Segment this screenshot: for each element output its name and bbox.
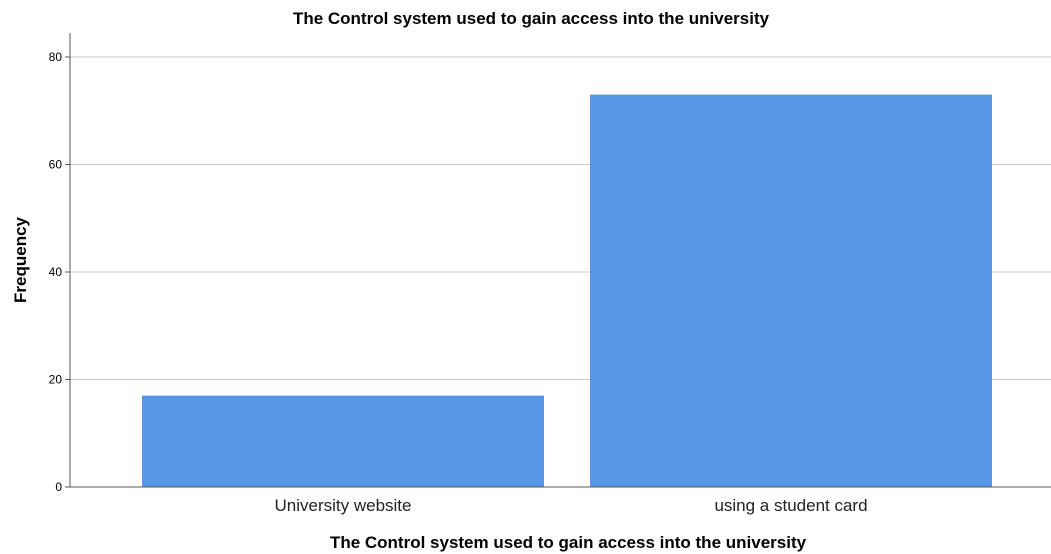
y-tick-label: 40 bbox=[49, 265, 63, 279]
x-tick-label: University website bbox=[275, 496, 412, 515]
y-tick-labels: 0 20 40 60 80 bbox=[49, 50, 70, 494]
y-axis-label: Frequency bbox=[11, 216, 30, 303]
x-tick-label: using a student card bbox=[714, 496, 867, 515]
bar bbox=[590, 94, 992, 487]
x-axis-label: The Control system used to gain access i… bbox=[330, 533, 807, 552]
chart-title: The Control system used to gain access i… bbox=[293, 9, 770, 28]
x-tick-labels: University website using a student card bbox=[275, 496, 868, 515]
y-tick-label: 80 bbox=[49, 50, 63, 64]
y-tick-label: 60 bbox=[49, 158, 63, 172]
y-tick-label: 0 bbox=[55, 480, 62, 494]
y-tick-label: 20 bbox=[49, 373, 63, 387]
bar-layer bbox=[142, 94, 992, 487]
bar bbox=[142, 395, 544, 487]
